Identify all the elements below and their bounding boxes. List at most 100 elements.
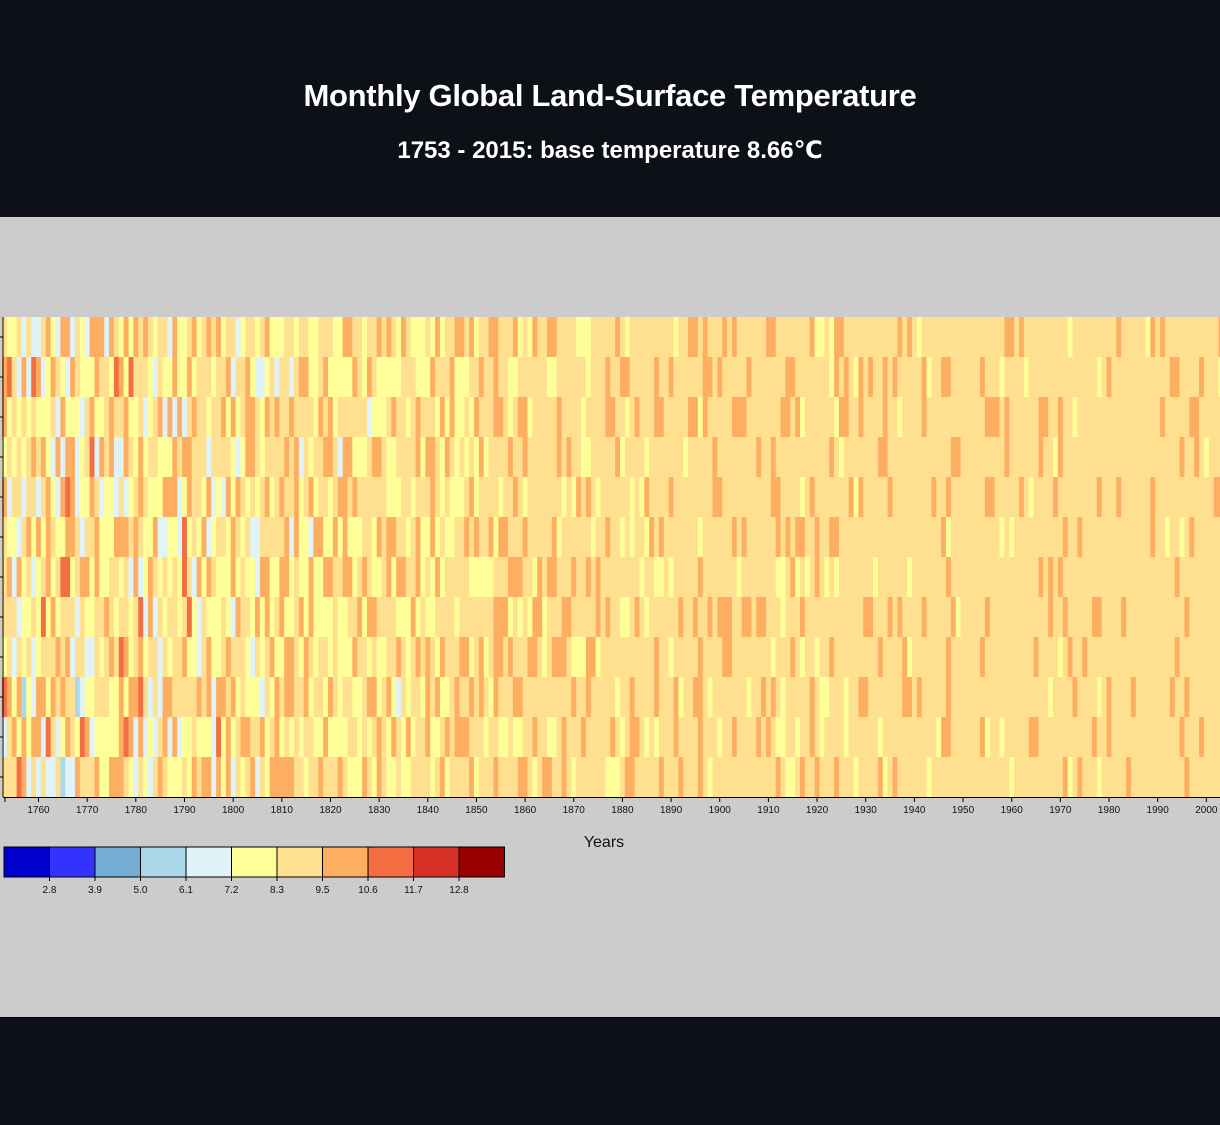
heatmap-cell [765, 437, 772, 477]
x-tick-label: 1990 [1147, 805, 1170, 816]
heatmap-cell [702, 357, 708, 397]
heatmap-cell [921, 317, 927, 357]
heatmap-cell [133, 517, 139, 557]
heatmap-cell [989, 397, 996, 437]
heatmap-cell [931, 437, 937, 477]
heatmap-cell [697, 677, 704, 717]
heatmap-cell [1121, 677, 1127, 717]
heatmap-cell [765, 757, 772, 797]
heatmap-cell [727, 397, 733, 437]
heatmap-cell [337, 757, 344, 797]
heatmap-cell [882, 717, 889, 757]
heatmap-cell [663, 717, 670, 757]
heatmap-cell [45, 357, 52, 397]
heatmap-cell [697, 557, 704, 597]
heatmap-cell [245, 397, 251, 437]
heatmap-cell [517, 517, 524, 557]
heatmap-cell [1014, 717, 1020, 757]
heatmap-cell [65, 397, 71, 437]
heatmap-cell [65, 317, 71, 357]
heatmap-cell [70, 517, 76, 557]
heatmap-cell [196, 517, 202, 557]
legend-label: 10.6 [358, 885, 378, 896]
heatmap-cell [629, 477, 635, 517]
heatmap-cell [1213, 717, 1219, 757]
heatmap-cell [1023, 717, 1030, 757]
heatmap-cell [590, 717, 597, 757]
heatmap-cell [989, 717, 996, 757]
heatmap-cell [775, 437, 781, 477]
heatmap-cell [824, 437, 830, 477]
heatmap-cell [74, 677, 81, 717]
heatmap-cell [838, 677, 845, 717]
legend-label: 12.8 [449, 885, 469, 896]
heatmap-cell [230, 357, 236, 397]
heatmap-cell [955, 317, 962, 357]
heatmap-cell [289, 597, 295, 637]
heatmap-cell [293, 517, 300, 557]
heatmap-cell [619, 437, 626, 477]
heatmap-cell [722, 437, 728, 477]
heatmap-cell [668, 357, 674, 397]
heatmap-cell [931, 717, 937, 757]
heatmap-cell [931, 517, 937, 557]
heatmap-cell [36, 397, 42, 437]
heatmap-cell [926, 477, 932, 517]
heatmap-cell [328, 357, 334, 397]
heatmap-cell [639, 597, 645, 637]
heatmap-cell [1057, 717, 1064, 757]
heatmap-cell [795, 477, 801, 517]
heatmap-cell [84, 717, 90, 757]
heatmap-cell [615, 757, 621, 797]
heatmap-cell [55, 517, 61, 557]
heatmap-cell [352, 437, 358, 477]
heatmap-cell [887, 317, 893, 357]
heatmap-cell [1208, 437, 1215, 477]
heatmap-cell [1179, 637, 1185, 677]
heatmap-cell [439, 517, 446, 557]
heatmap-cell [449, 437, 455, 477]
heatmap-cell [109, 717, 115, 757]
heatmap-cell [308, 597, 314, 637]
heatmap-cell [683, 357, 689, 397]
heatmap-cell [1189, 317, 1195, 357]
heatmap-cell [230, 557, 236, 597]
heatmap-cell [449, 357, 455, 397]
heatmap-cell [439, 597, 446, 637]
heatmap-cell [1194, 437, 1200, 477]
heatmap-cell [843, 437, 850, 477]
heatmap-cell [396, 317, 402, 357]
heatmap-cell [21, 677, 27, 717]
heatmap-cell [1101, 637, 1107, 677]
heatmap-cell [40, 597, 47, 637]
heatmap-cell [790, 437, 796, 477]
heatmap-cell [488, 717, 494, 757]
heatmap-cell [435, 317, 441, 357]
heatmap-cell [804, 437, 811, 477]
heatmap-cell [712, 357, 718, 397]
heatmap-cell [201, 677, 207, 717]
heatmap-cell [469, 557, 475, 597]
heatmap-cell [610, 517, 616, 557]
heatmap-cell [629, 397, 635, 437]
heatmap-cell [975, 517, 981, 557]
heatmap-cell [1038, 357, 1044, 397]
heatmap-cell [1184, 357, 1190, 397]
heatmap-cell [1009, 357, 1015, 397]
heatmap-cell [503, 757, 509, 797]
heatmap-cell [814, 757, 820, 797]
heatmap-cell [201, 717, 207, 757]
heatmap-cell [40, 397, 47, 437]
heatmap-cell [692, 677, 699, 717]
heatmap-cell [99, 677, 105, 717]
heatmap-cell [610, 717, 616, 757]
heatmap-cell [478, 317, 485, 357]
heatmap-cell [230, 597, 236, 637]
heatmap-cell [658, 677, 665, 717]
heatmap-cell [1096, 357, 1103, 397]
heatmap-cell [532, 437, 538, 477]
heatmap-cell [318, 557, 324, 597]
heatmap-cell [1150, 757, 1156, 797]
heatmap-cell [430, 637, 436, 677]
heatmap-cell [1184, 677, 1190, 717]
